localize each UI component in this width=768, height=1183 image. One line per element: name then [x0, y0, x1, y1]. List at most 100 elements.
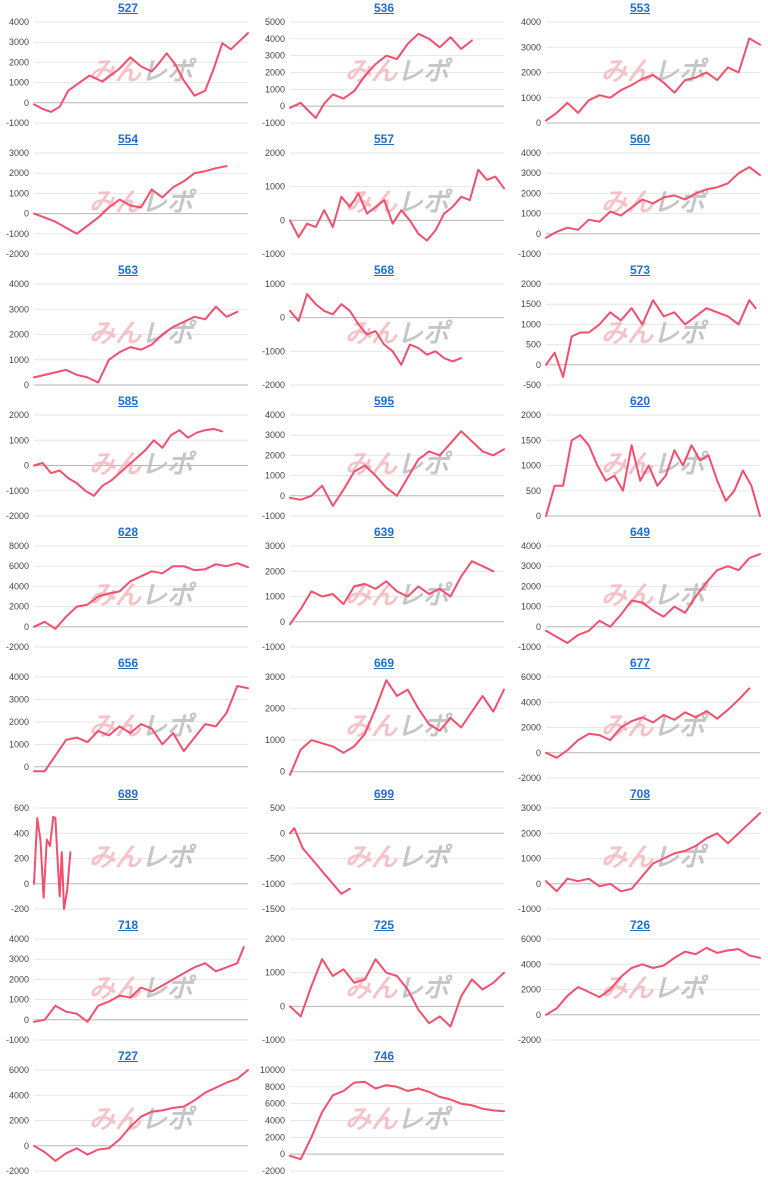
line-chart: 8000 6000 4000 2000 0 -2000 みんレポ [6, 541, 249, 652]
y-tick-label: 0 [280, 491, 285, 501]
chart-title-link[interactable]: 563 [117, 263, 139, 277]
y-tick-label: 500 [526, 486, 541, 496]
chart-title-link[interactable]: 557 [373, 132, 395, 146]
chart-title-link[interactable]: 628 [117, 525, 139, 539]
y-tick-label: -2000 [6, 249, 29, 259]
series-line [545, 37, 761, 122]
y-tick-label: -2000 [6, 511, 29, 521]
y-tick-label: 0 [24, 98, 29, 108]
y-tick-label: 1000 [521, 461, 541, 471]
y-tick-label: 0 [24, 1015, 29, 1025]
watermark-logo: みんレポ [601, 57, 709, 87]
y-tick-label: 600 [14, 803, 29, 813]
y-tick-label: 3000 [9, 954, 29, 964]
y-tick-label: 4000 [521, 959, 541, 969]
y-tick-label: 2000 [9, 168, 29, 178]
chart-panel: 568 1000 0 -1000 -2000 みんレポ [256, 262, 512, 393]
y-tick-label: 0 [536, 118, 541, 128]
line-chart: 2000 1500 1000 500 0 -500 みんレポ [521, 279, 760, 390]
chart-title-link[interactable]: 649 [629, 525, 651, 539]
chart-title-link[interactable]: 568 [373, 263, 395, 277]
series-line [33, 1069, 249, 1162]
chart-panel: 554 3000 2000 1000 0 -1000 -2000 みんレポ [0, 131, 256, 262]
series-line [289, 430, 505, 507]
series-line [545, 434, 761, 517]
y-tick-label: -2000 [6, 642, 29, 652]
chart-title-link[interactable]: 527 [117, 1, 139, 15]
y-tick-label: -1000 [262, 642, 285, 652]
y-tick-label: 0 [536, 229, 541, 239]
chart-title-link[interactable]: 554 [117, 132, 139, 146]
y-tick-label: 0 [280, 617, 285, 627]
y-tick-label: -1000 [262, 118, 285, 128]
y-tick-label: 0 [24, 1141, 29, 1151]
chart-panel: 689 600 400 200 0 -200 みんレポ [0, 786, 256, 917]
chart-title-link[interactable]: 725 [373, 918, 395, 932]
y-tick-label: -1000 [262, 511, 285, 521]
chart-title-link[interactable]: 560 [629, 132, 651, 146]
chart-title-link[interactable]: 595 [373, 394, 395, 408]
chart-title-link[interactable]: 620 [629, 394, 651, 408]
chart-title-link[interactable]: 585 [117, 394, 139, 408]
chart-title-link[interactable]: 573 [629, 263, 651, 277]
chart-title-link[interactable]: 553 [629, 1, 651, 15]
y-tick-label: 1000 [521, 854, 541, 864]
chart-title-link[interactable]: 677 [629, 656, 651, 670]
watermark-logo: みんレポ [601, 843, 709, 873]
y-tick-label: -1000 [6, 118, 29, 128]
watermark-logo: みんレポ [345, 319, 453, 349]
chart-panel: 726 6000 4000 2000 0 -2000 みんレポ [512, 917, 768, 1048]
chart-title-link[interactable]: 656 [117, 656, 139, 670]
chart-title-link[interactable]: 718 [117, 918, 139, 932]
watermark-logo: みんレポ [601, 319, 709, 349]
chart-title-link[interactable]: 727 [117, 1049, 139, 1063]
chart-title-link[interactable]: 639 [373, 525, 395, 539]
chart-title-link[interactable]: 708 [629, 787, 651, 801]
y-tick-label: -1000 [262, 249, 285, 259]
y-tick-label: 6000 [265, 1099, 285, 1109]
y-tick-label: 10000 [260, 1065, 285, 1075]
chart-panel: 727 6000 4000 2000 0 -2000 みんレポ [0, 1048, 256, 1179]
series-line [289, 679, 505, 776]
series-line [33, 946, 245, 1023]
y-tick-label: 1000 [265, 182, 285, 192]
line-chart: 5000 4000 3000 2000 1000 0 -1000 みんレポ [262, 17, 504, 128]
line-chart: 1000 0 -1000 -2000 みんレポ [262, 279, 504, 390]
series-line [545, 946, 761, 1016]
series-line [33, 32, 249, 113]
y-tick-label: 1000 [265, 592, 285, 602]
y-tick-label: 0 [280, 313, 285, 323]
chart-title-link[interactable]: 536 [373, 1, 395, 15]
y-tick-label: 1000 [9, 78, 29, 88]
y-tick-label: 4000 [9, 17, 29, 27]
y-tick-label: 4000 [521, 17, 541, 27]
chart-title-link[interactable]: 726 [629, 918, 651, 932]
y-tick-label: 8000 [265, 1082, 285, 1092]
chart-title-link[interactable]: 699 [373, 787, 395, 801]
y-tick-label: 0 [280, 101, 285, 111]
y-tick-label: 2000 [521, 985, 541, 995]
y-tick-label: 3000 [265, 430, 285, 440]
y-tick-label: -2000 [518, 1035, 541, 1045]
y-tick-label: 1000 [265, 735, 285, 745]
y-tick-label: 2000 [521, 581, 541, 591]
y-tick-label: 2000 [9, 410, 29, 420]
y-tick-label: 0 [24, 209, 29, 219]
series-line [289, 293, 463, 366]
watermark-logo: みんレポ [345, 57, 453, 87]
chart-title-link[interactable]: 689 [117, 787, 139, 801]
line-chart: 4000 3000 2000 1000 0 みんレポ [9, 672, 249, 773]
chart-title-link[interactable]: 669 [373, 656, 395, 670]
series-line [33, 815, 72, 910]
y-tick-label: 3000 [265, 541, 285, 551]
y-tick-label: 2000 [265, 148, 285, 158]
chart-panel: 595 4000 3000 2000 1000 0 -1000 みんレポ [256, 393, 512, 524]
watermark-logo: みんレポ [89, 57, 197, 87]
chart-title-link[interactable]: 746 [373, 1049, 395, 1063]
